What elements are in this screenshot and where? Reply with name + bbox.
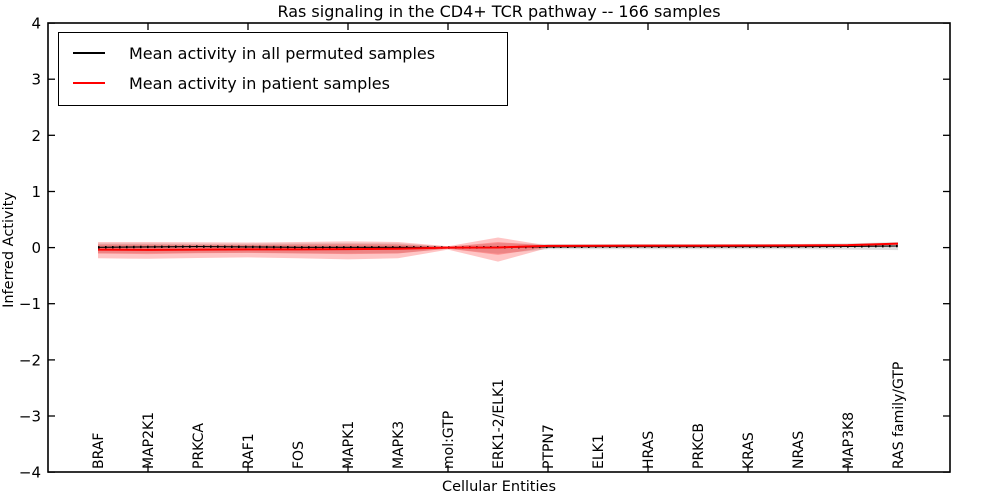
x-category-label: BRAF [91, 433, 107, 469]
x-category-label: NRAS [791, 431, 807, 469]
legend-label-patient: Mean activity in patient samples [129, 73, 390, 93]
x-category-label: HRAS [641, 431, 657, 469]
x-axis-label: Cellular Entities [441, 479, 557, 495]
x-category-label: FOS [291, 441, 307, 469]
legend: Mean activity in all permuted samples Me… [58, 32, 508, 106]
y-tick-label: 3 [31, 71, 41, 89]
y-tick-label: −1 [19, 295, 41, 313]
legend-label-permuted: Mean activity in all permuted samples [129, 43, 436, 63]
patient-samples-range-outer-band [98, 237, 898, 262]
permuted-line-sample-icon [73, 52, 105, 54]
x-category-label: KRAS [741, 432, 757, 469]
x-category-label: RAF1 [241, 433, 257, 469]
y-axis-label: Inferred Activity [1, 192, 17, 308]
y-tick-label: 1 [31, 183, 41, 201]
x-category-label: PRKCB [691, 423, 707, 469]
x-category-label: mol:GTP [441, 411, 457, 469]
patient-mean-line [97, 242, 899, 251]
x-category-label: MAP2K1 [141, 412, 157, 469]
x-category-label: ERK1-2/ELK1 [491, 379, 507, 469]
y-tick-label: 2 [31, 127, 41, 145]
chart-title: Ras signaling in the CD4+ TCR pathway --… [277, 2, 721, 21]
patient-line-sample-icon [73, 82, 105, 84]
x-category-label: MAPK1 [341, 421, 357, 469]
y-tick-label: −4 [19, 464, 41, 482]
y-tick-label: 4 [31, 15, 41, 33]
x-category-label: ELK1 [591, 434, 607, 469]
y-tick-label: −3 [19, 408, 41, 426]
legend-entry-patient: Mean activity in patient samples [73, 68, 497, 98]
x-category-label: MAP3K8 [841, 412, 857, 469]
y-tick-label: 0 [31, 239, 41, 257]
x-category-label: MAPK3 [391, 421, 407, 469]
x-category-label: RAS family/GTP [891, 362, 907, 469]
legend-entry-permuted: Mean activity in all permuted samples [73, 38, 497, 68]
x-category-label: PRKCA [191, 423, 207, 469]
x-category-label: PTPN7 [541, 424, 557, 469]
y-tick-label: −2 [19, 351, 41, 369]
